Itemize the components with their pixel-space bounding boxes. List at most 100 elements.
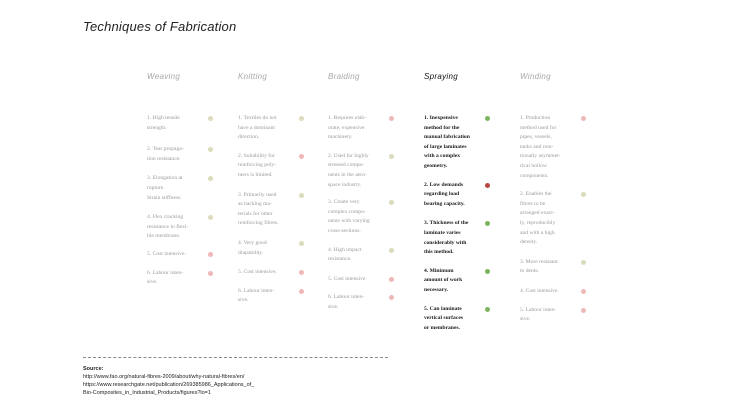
rating-dot-icon (581, 288, 586, 294)
list-item: 6. Labour inten- sive. (238, 287, 326, 306)
list-item-text: 3. Thickness of the laminate varies cons… (424, 220, 469, 256)
list-item: 1. Textiles do not have a dominant direc… (238, 114, 326, 143)
list-item-text: 3. More resistant to dents. (520, 258, 558, 275)
list-item-text: 1. Textiles do not have a dominant direc… (238, 115, 277, 141)
source-link[interactable]: http://www.fao.org/natural-fibres-2009/a… (83, 374, 245, 380)
list-item: 4. High impact resistance. (328, 246, 416, 265)
source-divider (83, 357, 388, 358)
page-title: Techniques of Fabrication (83, 19, 237, 34)
list-item-text: 2. Used for highly stressed compo- nents… (328, 152, 369, 188)
rating-dot-icon (299, 288, 304, 294)
rating-dot-icon (208, 270, 213, 276)
list-item: 6. Labour inten- sive. (147, 269, 235, 288)
list-item-text: 3. Elongation at rupture. Strain stiffne… (147, 175, 183, 201)
list-item-text: 5. Cost intensive. (147, 250, 186, 257)
rating-dot-icon (389, 295, 394, 301)
rating-dot-icon (208, 116, 213, 121)
rating-dot-icon (299, 153, 304, 159)
rating-dot-icon (485, 221, 490, 227)
source-block: Source: http://www.fao.org/natural-fibre… (83, 365, 254, 397)
list-item: 6. Labour inten- sive. (328, 293, 416, 312)
list-item: 5. Cost intensive (328, 275, 416, 285)
source-link[interactable]: https://www.researchgate.net/publication… (83, 382, 255, 388)
list-item: 2. Enables the fibres to be arranged exa… (520, 190, 608, 248)
column-knitting: Knitting 1. Textiles do not have a domin… (238, 72, 326, 303)
rating-dot-icon (208, 176, 213, 182)
list-item: 1. Inexpensive method for the manual fab… (424, 114, 512, 172)
rating-dot-icon (299, 270, 304, 276)
list-item-text: 2. Tear propaga- tion resistance. (147, 146, 184, 162)
rating-dot-icon (581, 192, 586, 198)
list-item: 2. Used for highly stressed compo- nents… (328, 152, 416, 190)
item-list: 1. Inexpensive method for the manual fab… (424, 114, 512, 333)
column-weaving: Weaving 1. High tensile strength. 2. Tear… (147, 72, 235, 285)
list-item: 3. More resistant to dents. (520, 258, 608, 277)
list-item-text: 5. Can laminate vertical surfaces or mem… (424, 305, 463, 331)
list-item: 5. Cost intensive. (238, 268, 326, 278)
rating-dot-icon (389, 247, 394, 253)
column-heading: Weaving (147, 72, 181, 81)
column-heading: Winding (520, 72, 551, 81)
list-item-text: 1. Requires elab- orate, expensive machi… (328, 115, 367, 141)
column-spraying: Spraying 1. Inexpensive method for the m… (424, 72, 512, 331)
list-item-text: 4. Very good drapability. (238, 239, 267, 256)
column-heading: Spraying (424, 72, 458, 81)
rating-dot-icon (485, 268, 490, 274)
rating-dot-icon (208, 251, 213, 257)
list-item-text: 5. Cost intensive. (238, 269, 277, 276)
rating-dot-icon (485, 182, 490, 188)
list-item: 5. Labour inten- sive. (520, 306, 608, 325)
rating-dot-icon (581, 259, 586, 265)
list-item: 5. Cost intensive. (147, 250, 235, 260)
list-item: 4. Flex cracking resistance in flexi- bl… (147, 213, 235, 242)
column-heading: Knitting (238, 72, 268, 81)
list-item-text: 4. Flex cracking resistance in flexi- bl… (147, 214, 189, 240)
column-winding: Winding 1. Production method used for pi… (520, 72, 608, 322)
list-item: 2. Low demands regarding load bearing ca… (424, 181, 512, 210)
list-item: 2. Tear propaga- tion resistance. (147, 145, 235, 164)
list-item-text: 6. Labour inten- sive. (328, 294, 365, 310)
rating-dot-icon (389, 153, 394, 159)
column-heading: Braiding (328, 72, 360, 81)
item-list: 1. Textiles do not have a dominant direc… (238, 114, 326, 306)
list-item: 4. Cost intensive (520, 287, 608, 297)
list-item-text: 5. Cost intensive (328, 275, 366, 282)
list-item: 1. Requires elab- orate, expensive machi… (328, 114, 416, 143)
list-item-text: 6. Labour inten- sive. (147, 269, 184, 286)
rating-dot-icon (299, 192, 304, 198)
list-item-text: 3. Create very complex compo- nents with… (328, 199, 370, 234)
list-item: 3. Create very complex compo- nents with… (328, 198, 416, 236)
list-item: 3. Thickness of the laminate varies cons… (424, 219, 512, 257)
list-item-text: 1. Inexpensive method for the manual fab… (424, 115, 470, 169)
rating-dot-icon (208, 215, 213, 221)
rating-dot-icon (208, 147, 213, 153)
list-item: 4. Minimum amount of work necessary. (424, 267, 512, 296)
source-label: Source: (83, 366, 104, 372)
list-item: 2. Suitability for reinforcing poly- mer… (238, 152, 326, 181)
list-item: 1. High tensile strength. (147, 114, 235, 133)
list-item-text: 2. Suitability for reinforcing poly- mer… (238, 152, 277, 178)
list-item: 5. Can laminate vertical surfaces or mem… (424, 305, 512, 334)
rating-dot-icon (485, 306, 490, 312)
rating-dot-icon (389, 276, 394, 282)
list-item: 3. Elongation at rupture. Strain stiffne… (147, 174, 235, 203)
list-item-text: 1. Production method used for pipes, ves… (520, 115, 561, 179)
column-braiding: Braiding 1. Requires elab- orate, expens… (328, 72, 416, 310)
rating-dot-icon (389, 200, 394, 206)
rating-dot-icon (485, 116, 490, 121)
list-item-text: 5. Labour inten- sive. (520, 306, 557, 323)
list-item-text: 4. High impact resistance. (328, 246, 362, 263)
rating-dot-icon (389, 116, 394, 121)
list-item-text: 4. Minimum amount of work necessary. (424, 267, 463, 293)
rating-dot-icon (581, 307, 586, 313)
rating-dot-icon (581, 116, 586, 121)
list-item-text: 2. Enables the fibres to be arranged exa… (520, 191, 556, 246)
source-link[interactable]: Bio-Composites_in_Industrial_Products/fi… (83, 390, 211, 396)
list-item-text: 4. Cost intensive (520, 287, 558, 294)
list-item: 3. Primarily used as backing ma- terials… (238, 191, 326, 229)
list-item: 1. Production method used for pipes, ves… (520, 114, 608, 181)
item-list: 1. Production method used for pipes, ves… (520, 114, 608, 325)
rating-dot-icon (299, 240, 304, 246)
list-item-text: 6. Labour inten- sive. (238, 287, 275, 304)
rating-dot-icon (299, 116, 304, 121)
